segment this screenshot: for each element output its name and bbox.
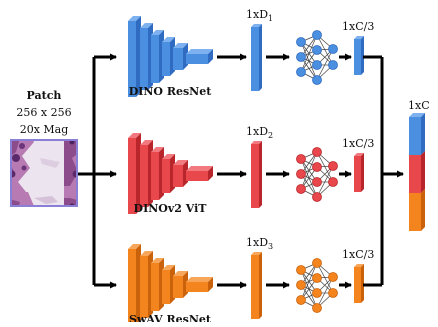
feature-dim-label-dino: 1xD1	[246, 8, 273, 23]
projection-label-dino: 1xC/3	[342, 20, 374, 33]
output-segment-swav	[409, 193, 421, 231]
branch-dino: DINO ResNet 1xD1 1xC/3	[128, 8, 374, 98]
encoder-swav-icon	[128, 244, 213, 325]
projection-label-dinov2: 1xC/3	[342, 137, 374, 150]
feature-dim-label-swav: 1xD3	[246, 236, 273, 251]
encoder-dino-icon	[128, 16, 213, 97]
mlp-swav-icon	[296, 258, 338, 313]
patch-title: Patch	[27, 89, 62, 102]
mlp-dinov2-icon	[296, 147, 338, 202]
feature-vector-dinov2	[251, 141, 262, 208]
encoder-name-swav: SwAV ResNet	[129, 313, 212, 322]
encoder-name-dinov2: DINOv2 ViT	[134, 202, 208, 215]
output-segment-dino	[409, 117, 421, 155]
encoder-name-dino: DINO ResNet	[129, 85, 213, 98]
projection-label-swav: 1xC/3	[342, 248, 374, 261]
output-segment-dinov2	[409, 155, 421, 193]
patch-size: 256 x 256	[16, 106, 71, 119]
patch-magnification: 20x Mag	[20, 123, 69, 136]
output-vector	[409, 113, 425, 231]
branch-swav: SwAV ResNet 1xD3 1xC/3	[128, 236, 374, 326]
feature-vector-dino	[251, 24, 262, 91]
projection-vector-dino	[354, 36, 364, 75]
branch-dinov2: DINOv2 ViT 1xD2 1xC/3	[128, 125, 374, 215]
feature-dim-label-dinov2: 1xD2	[246, 125, 273, 140]
projection-vector-swav	[354, 264, 364, 303]
encoder-dinov2-icon	[128, 133, 213, 214]
output-merger	[363, 55, 404, 287]
patch-image	[10, 139, 78, 207]
output-label: 1xC	[408, 99, 430, 112]
projection-vector-dinov2	[354, 153, 364, 192]
input-splitter	[78, 53, 117, 289]
mlp-dino-icon	[296, 30, 338, 85]
feature-vector-swav	[251, 252, 262, 319]
